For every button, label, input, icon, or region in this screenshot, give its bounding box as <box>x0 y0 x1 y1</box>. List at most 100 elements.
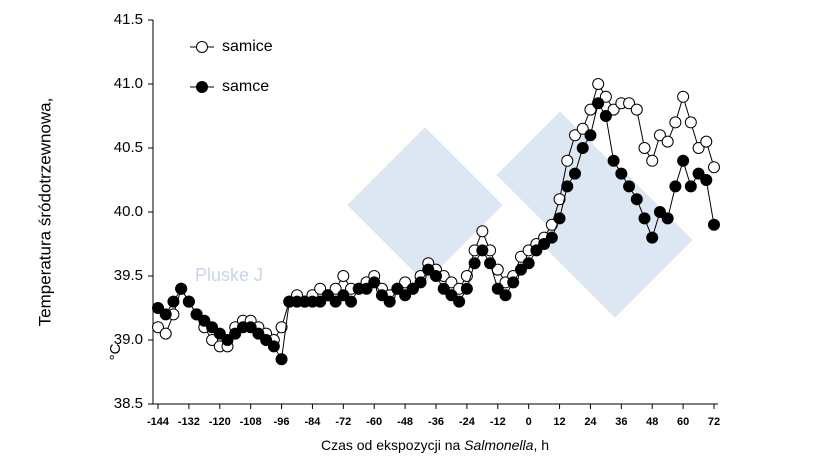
data-point <box>375 289 388 302</box>
data-point <box>460 282 473 295</box>
data-point <box>584 129 597 142</box>
data-point <box>159 327 172 340</box>
data-point <box>252 327 265 340</box>
x-tick-label: -120 <box>209 416 231 428</box>
data-point <box>206 334 219 346</box>
data-point <box>229 327 242 340</box>
data-point <box>700 135 713 148</box>
data-point <box>623 180 636 193</box>
y-tick-label: 38.5 <box>114 395 143 412</box>
x-tick-label: -60 <box>366 416 382 428</box>
x-axis-label: Czas od ekspozycji na Salmonella, h <box>321 437 549 453</box>
x-axis-label-part: Salmonella <box>464 437 533 453</box>
data-point <box>607 103 620 116</box>
data-point <box>221 334 234 346</box>
data-point <box>445 289 458 302</box>
data-point <box>677 154 690 167</box>
data-point <box>360 282 373 295</box>
data-point <box>669 116 682 129</box>
data-point <box>152 321 164 334</box>
data-point <box>499 289 512 302</box>
data-point <box>445 276 458 289</box>
data-point <box>399 289 412 302</box>
data-point <box>569 167 581 180</box>
data-point <box>314 295 327 308</box>
watermark: Pluske J <box>195 265 263 285</box>
x-axis-label-part: , h <box>533 437 549 453</box>
data-point <box>468 257 481 270</box>
data-point <box>653 129 666 142</box>
x-tick-label: -132 <box>178 416 200 428</box>
data-point <box>615 167 628 180</box>
data-point <box>592 78 605 90</box>
y-tick-label: 41.0 <box>114 75 143 92</box>
x-tick-label: -144 <box>147 416 170 428</box>
data-point <box>437 282 450 295</box>
x-tick-label: -12 <box>490 416 506 428</box>
y-tick-label: 39.5 <box>114 267 143 284</box>
x-tick-label: -24 <box>459 416 476 428</box>
data-point <box>530 244 543 257</box>
x-tick-label: 72 <box>708 416 720 428</box>
data-point <box>646 231 659 244</box>
y-tick-label: 40.0 <box>114 203 143 220</box>
legend-label: samice <box>222 38 273 55</box>
data-point <box>206 321 219 334</box>
data-point <box>167 295 180 308</box>
data-point <box>630 103 643 116</box>
data-point <box>692 142 705 154</box>
data-point <box>314 282 327 295</box>
data-point <box>677 90 690 103</box>
x-tick-label: -108 <box>240 416 262 428</box>
data-point <box>553 212 566 225</box>
data-point <box>514 263 527 276</box>
data-point <box>267 340 280 353</box>
data-point <box>182 295 195 308</box>
data-point <box>700 174 713 186</box>
x-tick-label: 24 <box>584 416 597 428</box>
data-point <box>708 218 720 231</box>
x-tick-label: -36 <box>428 416 444 428</box>
data-point <box>329 282 342 295</box>
data-point <box>391 282 404 295</box>
data-point <box>561 154 574 167</box>
data-point <box>175 282 188 295</box>
y-tick-label: 39.0 <box>114 331 143 348</box>
data-point <box>414 276 427 289</box>
data-point <box>669 180 682 193</box>
data-point <box>422 263 435 276</box>
data-point <box>584 103 597 116</box>
y-axis-label: Temperatura śródotrzewnowa, <box>35 98 54 327</box>
data-point <box>213 327 226 340</box>
legend-marker <box>196 81 208 93</box>
y-tick-label: 41.5 <box>114 11 143 28</box>
y-tick-label: 40.5 <box>114 139 143 156</box>
data-point <box>692 167 705 180</box>
x-tick-label: -84 <box>304 416 321 428</box>
data-point <box>708 161 720 174</box>
data-point <box>599 110 612 122</box>
data-point <box>576 142 589 154</box>
data-point <box>275 321 288 334</box>
data-point <box>198 314 211 327</box>
data-point <box>638 142 651 154</box>
data-point <box>329 295 342 308</box>
data-point <box>646 154 659 167</box>
data-point <box>337 270 350 282</box>
data-point <box>244 321 257 334</box>
data-point <box>453 295 466 308</box>
data-point <box>522 257 535 270</box>
legend-marker <box>196 41 208 53</box>
data-point <box>592 97 605 110</box>
data-point <box>653 206 666 218</box>
data-point <box>152 302 164 314</box>
data-point <box>538 238 551 250</box>
data-point <box>368 276 381 289</box>
data-point <box>607 154 620 167</box>
data-point <box>623 97 636 110</box>
data-point <box>684 180 697 193</box>
data-point <box>476 225 489 238</box>
x-axis-label-part: Czas od ekspozycji na <box>321 437 464 453</box>
data-point <box>514 250 527 263</box>
x-tick-label: 48 <box>646 416 658 428</box>
